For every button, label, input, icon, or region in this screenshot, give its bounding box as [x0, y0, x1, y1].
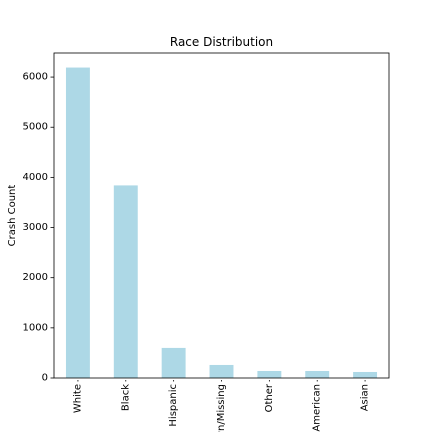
x-axis-ticks: White Black Hispanic Unknown/Missing Other Na… [72, 380, 371, 432]
y-tick-label-1: 1000 [23, 322, 48, 333]
x-tick-label-2: Hispanic [168, 384, 179, 427]
y-tick-label-6: 6000 [23, 72, 48, 83]
bar-4 [257, 370, 282, 378]
y-tick-label-0: 0 [42, 373, 48, 384]
y-axis-ticks: 0 1000 2000 3000 4000 5000 6000 [23, 72, 54, 384]
x-tick-label-6: Asian [360, 384, 371, 411]
bar-2 [161, 347, 186, 378]
chart-title: Race Distribution [170, 35, 273, 49]
y-tick-label-3: 3000 [23, 222, 48, 233]
x-tick-label-3: Unknown/Missing [216, 384, 227, 432]
y-tick-label-2: 2000 [23, 272, 48, 283]
bars-layer [65, 67, 378, 379]
plot-frame [53, 52, 390, 379]
y-axis-label: Crash Count [7, 185, 18, 247]
y-tick-label-5: 5000 [23, 122, 48, 133]
bar-0 [65, 67, 90, 379]
bar-6 [353, 371, 378, 378]
bar-5 [305, 370, 330, 378]
x-tick-label-0: White [72, 384, 83, 413]
x-tick-label-4: Other [264, 383, 275, 412]
x-tick-label-5: Native American [312, 384, 323, 432]
bar-3 [209, 364, 234, 378]
bar-1 [113, 185, 138, 378]
x-tick-label-1: Black [120, 384, 131, 411]
y-tick-label-4: 4000 [23, 172, 48, 183]
